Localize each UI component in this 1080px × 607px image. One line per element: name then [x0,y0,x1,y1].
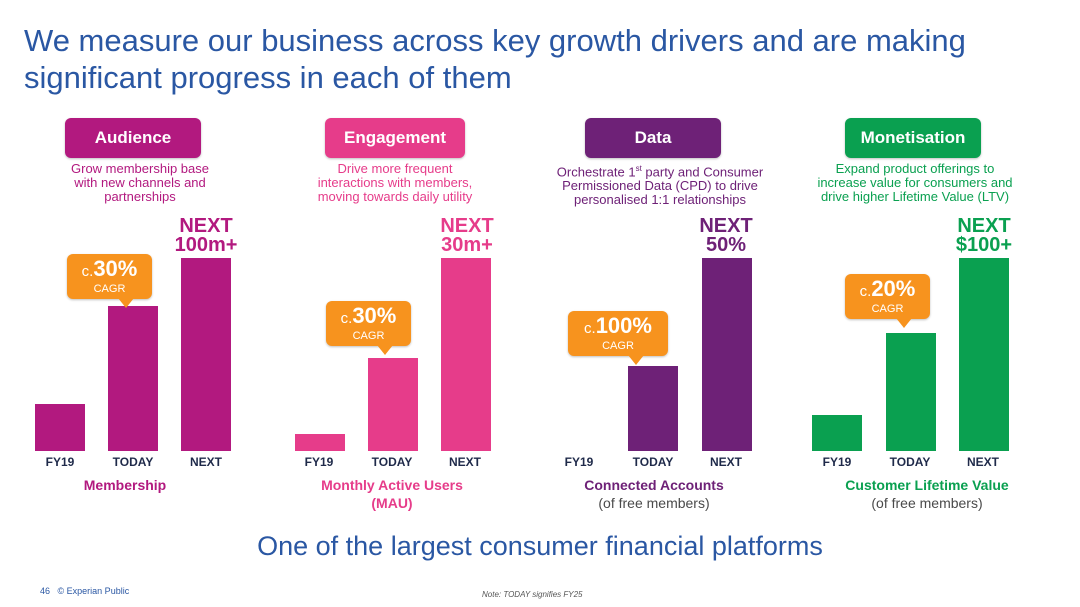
audience-bar-next [181,258,231,451]
audience-header: Audience [65,118,201,158]
callout-cagr: CAGR [352,330,385,342]
slide-title: We measure our business across key growt… [24,23,966,95]
panel-data: Data Orchestrate 1st party and Consumer … [535,118,785,518]
monetisation-header: Monetisation [845,118,981,158]
metric-label-line2: (MAU) [371,495,413,511]
engagement-bar-fy19 [295,434,345,451]
desc-superscript: st [635,164,642,173]
engagement-header: Engagement [325,118,465,158]
footer-page: 46 © Experian Public [40,586,129,596]
metric-label: Membership [83,477,167,493]
monetisation-description: Expand product offerings to increase val… [817,161,1013,204]
monetisation-bar-next [959,258,1009,451]
metric-label: Customer Lifetime Value [845,477,1009,493]
desc-part1: Orchestrate 1 [556,164,636,180]
data-bar-today [628,366,678,451]
xlabel-next: NEXT [189,455,222,469]
xlabel-next: NEXT [966,455,999,469]
footer-note: Note: TODAY signifies FY25 [482,590,583,599]
monetisation-next-label: NEXT $100+ [955,215,1013,256]
metric-sublabel: (of free members) [871,495,983,511]
engagement-cagr-callout: c.30% CAGR [326,301,411,355]
xlabel-today: TODAY [112,455,154,469]
data-description: Orchestrate 1st party and Consumer Permi… [535,162,785,207]
data-header: Data [585,118,721,158]
monetisation-metric: Customer Lifetime Value (of free members… [802,476,1052,512]
callout-cagr: CAGR [93,283,126,295]
callout-prefix: c. [584,320,596,337]
callout-value: 30% [352,303,397,328]
xlabel-next: NEXT [709,455,742,469]
audience-metric: Membership [0,476,250,494]
xlabel-today: TODAY [889,455,931,469]
monetisation-cagr-callout: c.20% CAGR [845,274,930,328]
page-number: 46 [40,586,51,596]
audience-description: Grow membership base with new channels a… [71,161,209,204]
engagement-description: Drive more frequent interactions with me… [317,161,473,204]
data-metric: Connected Accounts (of free members) [529,476,779,512]
callout-value: 20% [871,276,916,301]
callout-cagr: CAGR [871,303,904,315]
classification: © Experian Public [57,586,130,596]
engagement-bar-next [441,258,491,451]
panel-monetisation: Monetisation Expand product offerings to… [800,118,1050,518]
panel-engagement: Engagement Drive more frequent interacti… [276,118,526,518]
metric-sublabel: (of free members) [598,495,710,511]
audience-cagr-callout: c.30% CAGR [67,254,152,308]
xlabel-fy19: FY19 [822,455,852,469]
callout-prefix: c. [340,310,353,327]
audience-bar-today [108,306,158,451]
callout-prefix: c. [859,283,872,300]
callout-value: 100% [595,313,652,338]
monetisation-bar-fy19 [812,415,862,451]
desc-part2: party and Consumer Permissioned Data (CP… [562,164,764,208]
data-bar-next [702,258,752,451]
panel-audience: Audience Grow membership base with new c… [15,118,265,518]
engagement-bar-today [368,358,418,451]
tagline: One of the largest consumer financial pl… [257,531,823,561]
metric-label: Monthly Active Users [321,477,463,493]
xlabel-today: TODAY [632,455,674,469]
xlabel-next: NEXT [448,455,481,469]
callout-cagr: CAGR [602,340,634,352]
engagement-next-label: NEXT 30m+ [440,215,494,256]
monetisation-bar-today [886,333,936,451]
data-next-label: NEXT 50% [699,215,753,256]
metric-label: Connected Accounts [584,477,724,493]
callout-value: 30% [93,256,138,281]
callout-prefix: c. [81,263,94,280]
data-cagr-callout: c.100% CAGR [568,311,668,365]
audience-bar-fy19 [35,404,85,451]
audience-next-label: NEXT 100m+ [174,215,238,256]
xlabel-fy19: FY19 [304,455,334,469]
xlabel-fy19: FY19 [45,455,75,469]
xlabel-fy19: FY19 [564,455,594,469]
xlabel-today: TODAY [371,455,413,469]
engagement-metric: Monthly Active Users (MAU) [267,476,517,512]
